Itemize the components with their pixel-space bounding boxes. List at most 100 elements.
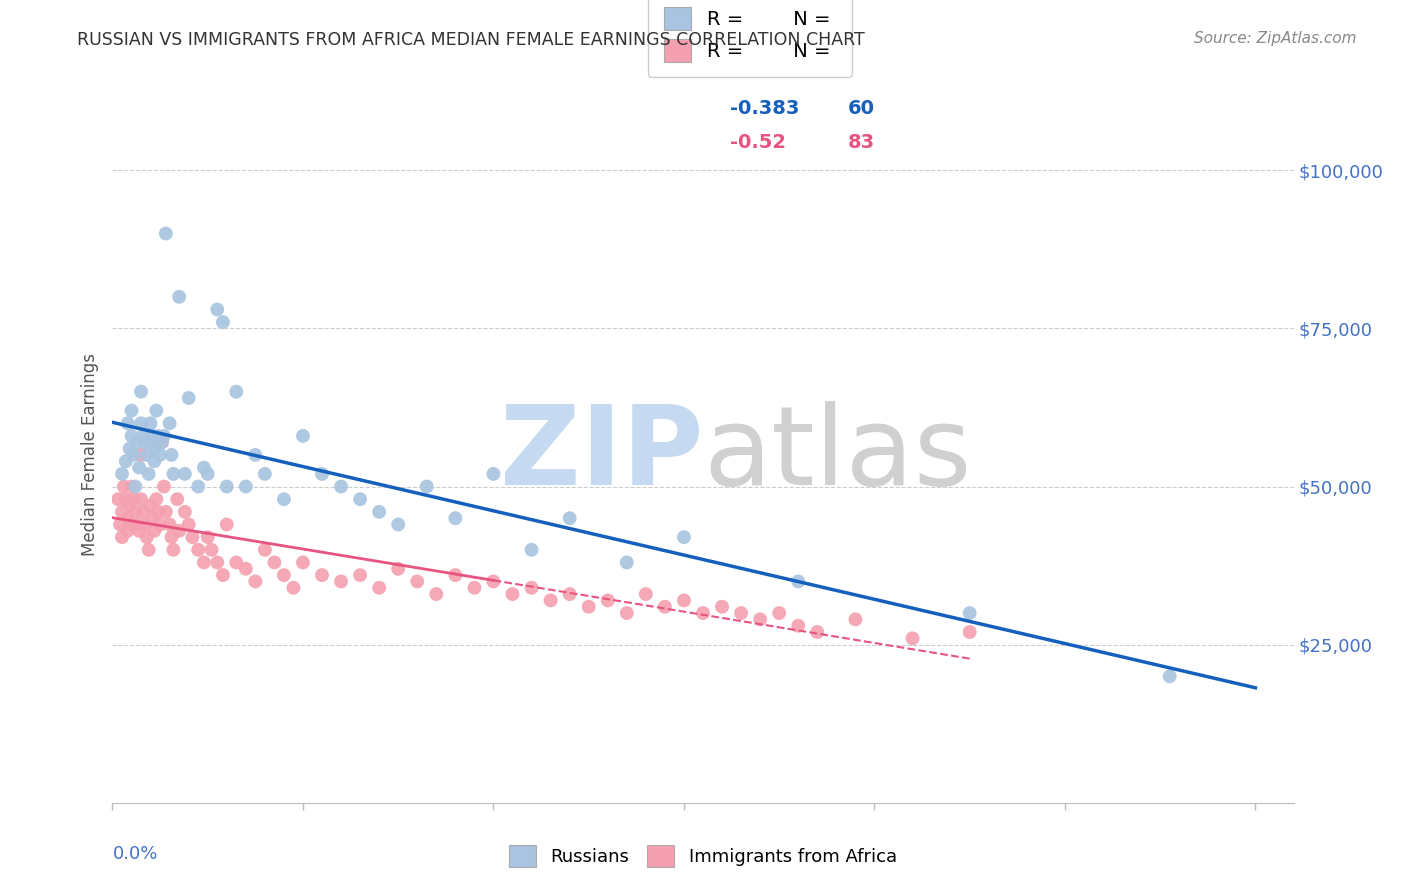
Point (212, 568, 235, 582)
Point (311, 568, 333, 582)
Point (121, 517, 143, 532)
Text: RUSSIAN VS IMMIGRANTS FROM AFRICA MEDIAN FEMALE EARNINGS CORRELATION CHART: RUSSIAN VS IMMIGRANTS FROM AFRICA MEDIAN… (77, 31, 865, 49)
Point (124, 505, 146, 519)
Point (215, 479, 238, 493)
Point (159, 517, 181, 532)
Point (155, 227, 177, 241)
Point (749, 612, 772, 626)
Text: ZIP: ZIP (499, 401, 703, 508)
Point (200, 542, 222, 557)
Point (578, 599, 600, 614)
Point (129, 448, 152, 462)
Point (127, 435, 149, 450)
Point (160, 530, 183, 544)
Point (291, 556, 314, 570)
Point (111, 505, 134, 519)
Point (616, 606, 638, 620)
Point (482, 574, 505, 589)
Point (139, 435, 162, 450)
Point (117, 511, 139, 525)
Point (540, 593, 562, 607)
Text: 0.0%: 0.0% (112, 845, 157, 863)
Point (425, 587, 447, 601)
Point (139, 417, 162, 431)
Point (132, 429, 155, 443)
Point (117, 417, 139, 431)
Legend: Russians, Immigrants from Africa: Russians, Immigrants from Africa (502, 838, 904, 874)
Point (520, 542, 543, 557)
Text: -0.383: -0.383 (730, 99, 799, 119)
Point (129, 417, 152, 431)
Point (245, 448, 267, 462)
Point (177, 391, 200, 405)
Point (207, 302, 229, 317)
Point (197, 467, 219, 481)
Point (122, 448, 145, 462)
Point (143, 442, 166, 456)
Point (197, 530, 219, 544)
Point (117, 524, 139, 538)
Point (145, 403, 167, 417)
Point (263, 556, 285, 570)
Point (368, 581, 391, 595)
Point (159, 417, 181, 431)
Point (406, 574, 429, 589)
Text: -0.52: -0.52 (730, 133, 786, 153)
Point (181, 530, 204, 544)
Point (273, 568, 295, 582)
Point (672, 530, 695, 544)
Point (596, 593, 619, 607)
Point (128, 524, 150, 538)
Point (193, 556, 215, 570)
Point (387, 517, 409, 532)
Point (444, 511, 467, 525)
Point (558, 511, 581, 525)
Point (121, 403, 143, 417)
Point (129, 492, 152, 507)
Point (959, 606, 981, 620)
Text: Source: ZipAtlas.com: Source: ZipAtlas.com (1194, 31, 1357, 46)
Point (291, 429, 314, 443)
Point (149, 448, 172, 462)
Point (787, 574, 810, 589)
Point (121, 429, 143, 443)
Point (111, 467, 134, 481)
Point (901, 632, 924, 646)
Point (463, 581, 485, 595)
Point (155, 505, 177, 519)
Point (127, 517, 149, 532)
Point (844, 612, 866, 626)
Point (160, 448, 183, 462)
Point (108, 517, 131, 532)
Point (349, 492, 371, 507)
Point (235, 562, 257, 576)
Point (245, 574, 267, 589)
Point (193, 460, 215, 475)
Point (1159, 669, 1181, 683)
Point (124, 479, 146, 493)
Point (311, 467, 333, 481)
Point (173, 505, 195, 519)
Point (138, 542, 160, 557)
Point (139, 499, 162, 513)
Point (166, 492, 188, 507)
Point (122, 492, 145, 507)
Point (368, 505, 391, 519)
Text: atlas: atlas (703, 401, 972, 508)
Point (654, 599, 676, 614)
Point (153, 479, 176, 493)
Point (112, 479, 135, 493)
Point (692, 606, 714, 620)
Text: 83: 83 (848, 133, 875, 153)
Point (225, 556, 247, 570)
Point (520, 581, 543, 595)
Point (114, 454, 136, 468)
Point (253, 467, 276, 481)
Point (114, 492, 136, 507)
Point (235, 479, 257, 493)
Point (150, 435, 173, 450)
Point (768, 606, 790, 620)
Point (177, 517, 200, 532)
Point (502, 587, 524, 601)
Point (711, 599, 734, 614)
